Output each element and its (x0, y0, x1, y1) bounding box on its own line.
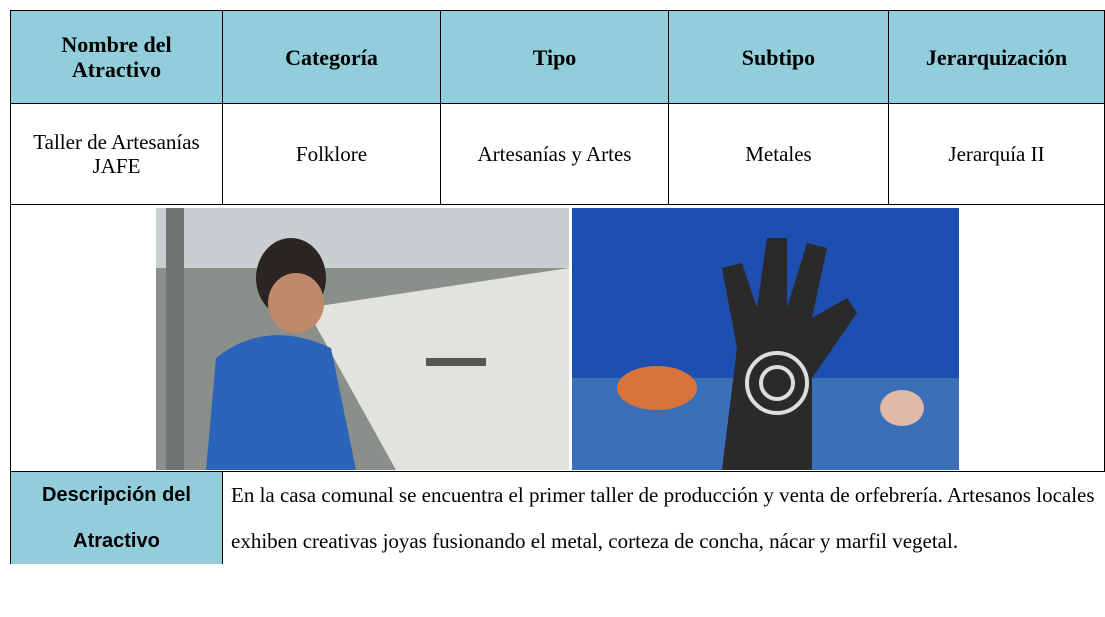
cell: Metales (668, 103, 889, 205)
photo-row (10, 204, 1105, 472)
data-row: Taller de Artesanías JAFE Folklore Artes… (10, 103, 1105, 205)
cell: Folklore (222, 103, 441, 205)
header-cell: Jerarquización (888, 10, 1105, 104)
photo-jewelry (572, 208, 959, 470)
photo-cell (10, 204, 1105, 472)
cell: Jerarquía II (888, 103, 1105, 205)
photo-box (11, 206, 1104, 470)
header-cell: Subtipo (668, 10, 889, 104)
sheet: Nombre del Atractivo Categoría Tipo Subt… (10, 10, 1105, 564)
description-label: Descripción del Atractivo (10, 471, 223, 564)
header-cell: Nombre del Atractivo (10, 10, 223, 104)
photo-workshop (156, 208, 569, 470)
cell: Artesanías y Artes (440, 103, 669, 205)
description-row: Descripción del Atractivo En la casa com… (10, 471, 1105, 564)
cell: Taller de Artesanías JAFE (10, 103, 223, 205)
header-row: Nombre del Atractivo Categoría Tipo Subt… (10, 10, 1105, 104)
header-cell: Categoría (222, 10, 441, 104)
description-text: En la casa comunal se encuentra el prime… (222, 471, 1105, 564)
header-cell: Tipo (440, 10, 669, 104)
attraction-table: Nombre del Atractivo Categoría Tipo Subt… (10, 10, 1105, 564)
